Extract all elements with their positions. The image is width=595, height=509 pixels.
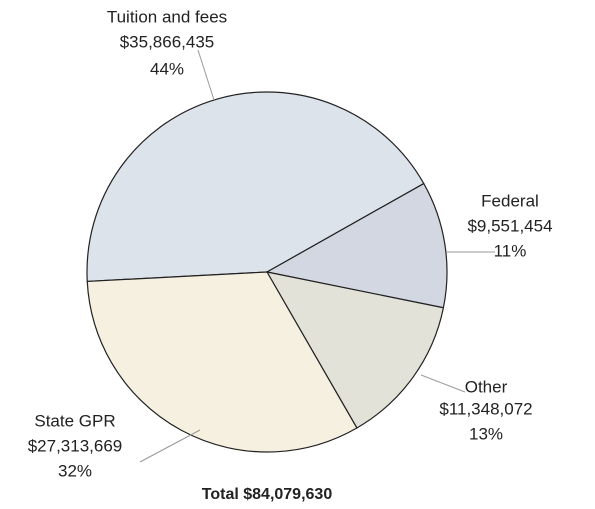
percent-label: 13%	[469, 424, 503, 443]
pie-slice	[265, 182, 448, 309]
pie-slice	[265, 271, 445, 429]
slice-label: State GPR	[34, 411, 115, 430]
slice-label: Tuition and fees	[107, 7, 227, 26]
percent-label: 44%	[150, 59, 184, 78]
leader-line	[420, 374, 466, 393]
value-label: $9,551,454	[467, 216, 552, 235]
value-label: $35,866,435	[120, 32, 215, 51]
leader-line	[139, 429, 201, 463]
value-label: $11,348,072	[439, 399, 532, 418]
leader-line	[197, 49, 215, 101]
slice-label: Other	[465, 377, 508, 396]
total-label: Total $84,079,630	[202, 486, 333, 503]
pie-slice	[86, 271, 358, 453]
value-label: $27,313,669	[28, 436, 123, 455]
percent-label: 32%	[58, 461, 92, 480]
slice-label: Federal	[481, 191, 539, 210]
percent-label: 11%	[494, 241, 527, 260]
pie-slice	[86, 91, 425, 283]
